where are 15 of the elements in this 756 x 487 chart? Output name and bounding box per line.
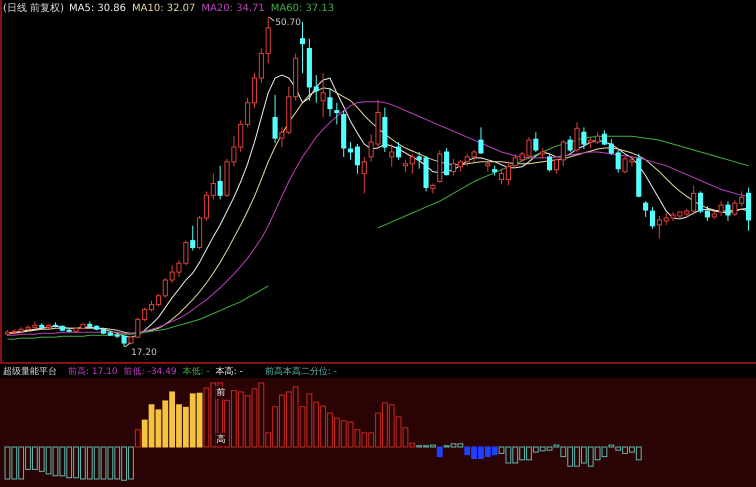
- text: MA5: 30.86: [68, 3, 126, 14]
- chart-title: (日线 前复权): [3, 2, 64, 14]
- text: 前高: 17.10: [68, 366, 118, 377]
- text: 前高本高二分位: -: [264, 366, 337, 377]
- text: MA10: 32.07: [132, 3, 196, 14]
- text: 本低: -: [182, 366, 210, 377]
- text: 本高: -: [216, 366, 243, 377]
- annotation: 50.70: [275, 18, 302, 28]
- text: 前低: -34.49: [124, 366, 177, 377]
- note: 前: [215, 386, 226, 399]
- text: 17.20: [131, 348, 158, 358]
- text: MA20: 34.71: [201, 3, 265, 14]
- chart-title: 超级量能平台: [3, 366, 57, 377]
- text: MA60: 37.13: [270, 3, 334, 14]
- note: 高: [215, 433, 226, 446]
